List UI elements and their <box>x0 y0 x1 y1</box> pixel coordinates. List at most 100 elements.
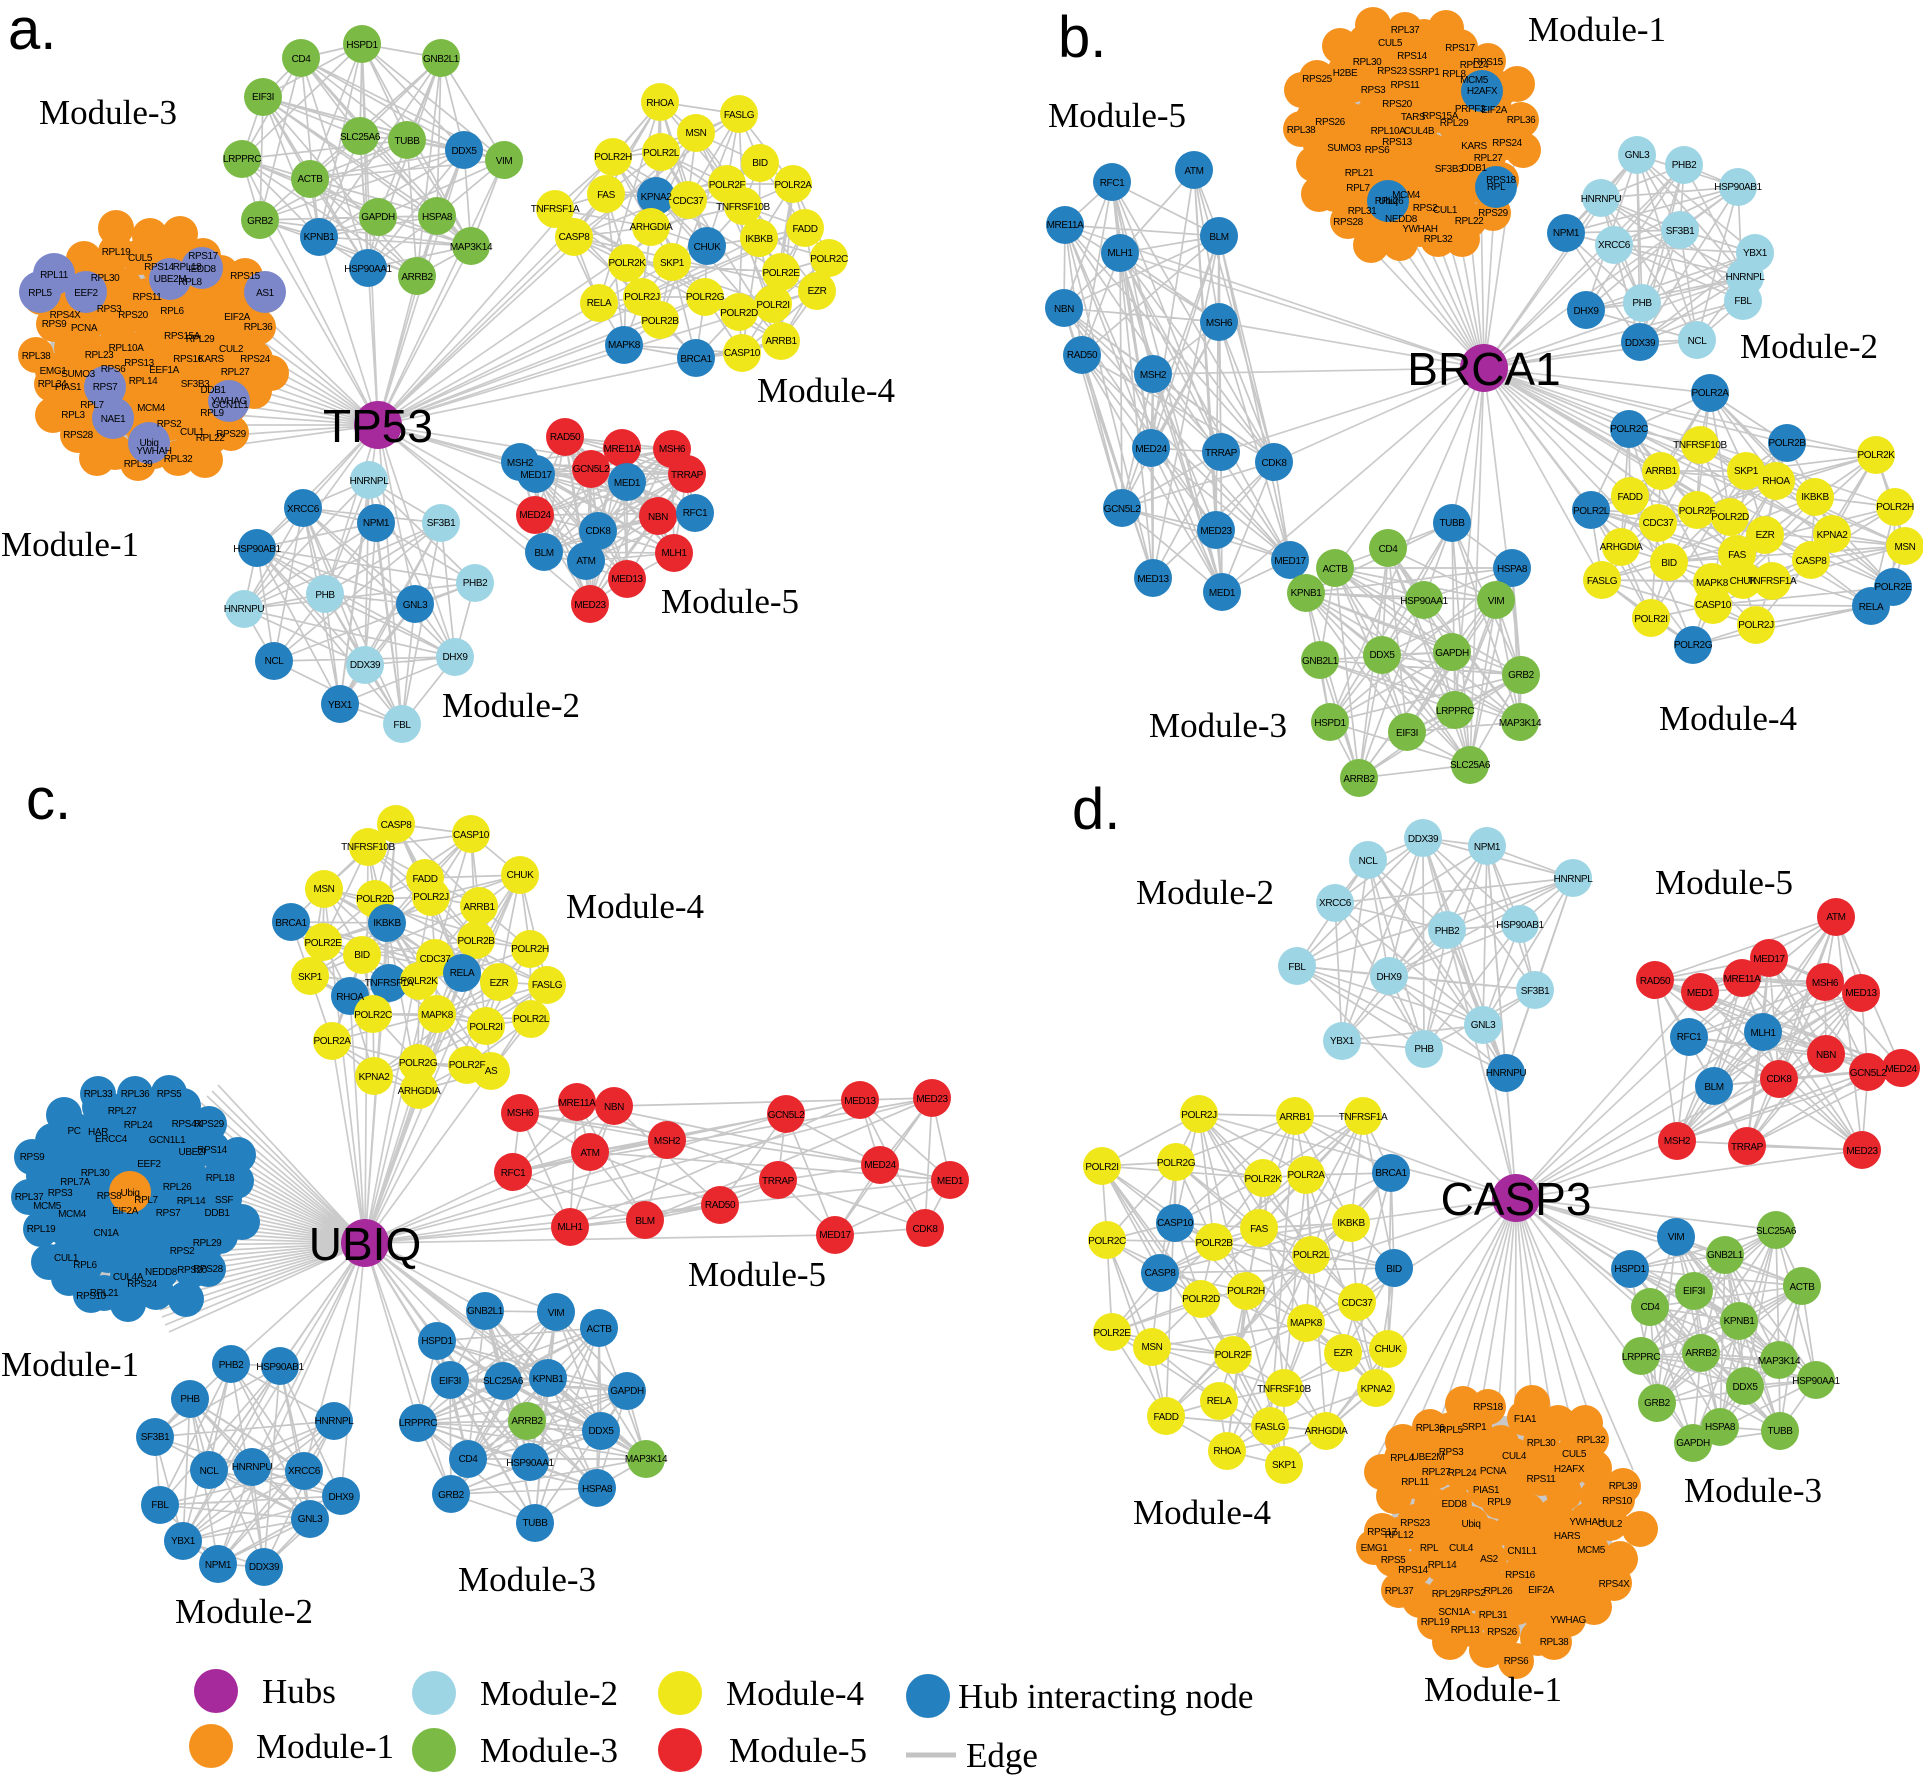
svg-text:TNFRSF1A: TNFRSF1A <box>1748 576 1797 587</box>
svg-text:RPL14: RPL14 <box>129 376 158 387</box>
svg-text:CUL2: CUL2 <box>1598 1519 1623 1530</box>
svg-text:ARRB1: ARRB1 <box>765 336 797 347</box>
svg-text:SF3B3: SF3B3 <box>181 379 210 390</box>
svg-text:RPL32: RPL32 <box>1577 1435 1606 1446</box>
svg-text:Module-5: Module-5 <box>729 1731 867 1770</box>
svg-text:XRCC6: XRCC6 <box>288 1466 321 1477</box>
svg-text:CDC37: CDC37 <box>673 196 705 207</box>
svg-text:RPS14: RPS14 <box>1397 51 1428 62</box>
svg-text:MLH1: MLH1 <box>1107 248 1133 259</box>
svg-text:MED17: MED17 <box>1274 556 1306 567</box>
svg-text:TNFRSF1A: TNFRSF1A <box>531 204 580 215</box>
svg-text:POLR2H: POLR2H <box>511 944 549 955</box>
svg-text:MED13: MED13 <box>1137 574 1169 585</box>
svg-text:RPS9: RPS9 <box>20 1152 45 1163</box>
svg-text:RPL3: RPL3 <box>61 410 85 421</box>
svg-text:HSP90AB1: HSP90AB1 <box>256 1362 304 1373</box>
svg-text:Module-5: Module-5 <box>661 582 799 621</box>
svg-text:RPL38: RPL38 <box>22 351 51 362</box>
svg-text:RHOA: RHOA <box>336 992 364 1003</box>
svg-text:GCN1L1: GCN1L1 <box>149 1135 186 1146</box>
svg-text:VIM: VIM <box>496 156 513 167</box>
svg-text:FADD: FADD <box>1153 1412 1178 1423</box>
svg-text:RPS24: RPS24 <box>240 354 271 365</box>
svg-text:MSH2: MSH2 <box>654 1136 681 1147</box>
svg-text:ARHGDIA: ARHGDIA <box>398 1086 441 1097</box>
svg-text:MLH1: MLH1 <box>1750 1028 1776 1039</box>
svg-text:POLR2E: POLR2E <box>1874 582 1912 593</box>
svg-text:RPS16: RPS16 <box>173 354 204 365</box>
svg-text:MRE11A: MRE11A <box>1047 220 1085 231</box>
svg-text:MSH6: MSH6 <box>659 444 686 455</box>
svg-text:RPS4X: RPS4X <box>1599 1579 1631 1590</box>
svg-text:NAE1: NAE1 <box>101 414 126 425</box>
svg-text:FBL: FBL <box>1734 296 1752 307</box>
svg-text:POLR2B: POLR2B <box>1195 1238 1233 1249</box>
svg-text:RPS7: RPS7 <box>93 382 118 393</box>
svg-text:POLR2G: POLR2G <box>1157 1158 1196 1169</box>
svg-text:POLR2F: POLR2F <box>1679 506 1716 517</box>
svg-text:Edge: Edge <box>966 1736 1038 1775</box>
svg-text:GAPDH: GAPDH <box>361 212 395 223</box>
svg-text:TUBB: TUBB <box>522 1518 548 1529</box>
svg-text:RPS20: RPS20 <box>1382 99 1413 110</box>
svg-text:FADD: FADD <box>792 224 817 235</box>
svg-text:RPL22: RPL22 <box>1455 216 1484 227</box>
svg-text:RPL8: RPL8 <box>1442 69 1466 80</box>
svg-text:RHOA: RHOA <box>1213 1446 1241 1457</box>
svg-text:RPL: RPL <box>1487 182 1506 193</box>
svg-text:RPS8: RPS8 <box>97 1191 122 1202</box>
svg-text:RPL7: RPL7 <box>134 1195 158 1206</box>
svg-text:GNL3: GNL3 <box>403 600 428 611</box>
svg-text:Module-1: Module-1 <box>256 1727 394 1766</box>
svg-text:CUL1: CUL1 <box>1433 205 1458 216</box>
svg-text:EIF3I: EIF3I <box>439 1376 461 1387</box>
svg-text:RFC1: RFC1 <box>683 508 708 519</box>
svg-text:EZR: EZR <box>808 286 827 297</box>
svg-text:RPL26: RPL26 <box>1375 196 1404 207</box>
svg-text:RPS11: RPS11 <box>1391 80 1421 91</box>
svg-text:CD4: CD4 <box>1379 544 1399 555</box>
svg-text:RPL4: RPL4 <box>1390 1453 1414 1464</box>
svg-text:RPL37: RPL37 <box>1385 1586 1414 1597</box>
svg-text:DDB1: DDB1 <box>200 385 226 396</box>
svg-text:RPL30: RPL30 <box>91 273 120 284</box>
svg-text:RPL7: RPL7 <box>80 400 104 411</box>
svg-text:TRRAP: TRRAP <box>1205 448 1238 459</box>
svg-text:RPL27: RPL27 <box>1422 1467 1451 1478</box>
svg-text:DHX9: DHX9 <box>1376 972 1402 983</box>
svg-text:MAPK8: MAPK8 <box>1290 1318 1323 1329</box>
svg-text:RPL30: RPL30 <box>81 1168 110 1179</box>
svg-text:RPS2: RPS2 <box>157 419 182 430</box>
svg-text:RPL19: RPL19 <box>102 247 131 258</box>
svg-text:RPL27: RPL27 <box>1474 153 1503 164</box>
svg-text:NPM1: NPM1 <box>363 518 390 529</box>
svg-text:NCL: NCL <box>1359 856 1379 867</box>
svg-text:BID: BID <box>752 158 768 169</box>
svg-text:Hub interacting node: Hub interacting node <box>958 1677 1253 1716</box>
svg-text:ARRB2: ARRB2 <box>1343 774 1375 785</box>
svg-text:ACTB: ACTB <box>1789 1282 1815 1293</box>
svg-text:PRPF3: PRPF3 <box>1455 104 1486 115</box>
svg-text:RPS6: RPS6 <box>101 364 126 375</box>
svg-text:RPS15A: RPS15A <box>164 331 201 342</box>
svg-text:RPS4X: RPS4X <box>50 310 82 321</box>
svg-text:CDK8: CDK8 <box>1261 458 1287 469</box>
svg-text:RPL19: RPL19 <box>1421 1617 1450 1628</box>
svg-text:RPL18: RPL18 <box>173 262 202 273</box>
svg-text:Module-4: Module-4 <box>1659 699 1797 738</box>
svg-text:RFC1: RFC1 <box>501 1168 526 1179</box>
svg-text:MCM5: MCM5 <box>33 1201 62 1212</box>
svg-text:RPS2: RPS2 <box>1413 203 1438 214</box>
svg-text:MAP3K14: MAP3K14 <box>1758 1356 1801 1367</box>
svg-text:POLR2L: POLR2L <box>513 1014 550 1025</box>
svg-text:CDK8: CDK8 <box>912 1224 938 1235</box>
svg-text:BRCA1: BRCA1 <box>1375 1168 1407 1179</box>
svg-text:RPS3: RPS3 <box>1439 1447 1464 1458</box>
svg-text:TUBB: TUBB <box>394 136 420 147</box>
svg-text:HSPD1: HSPD1 <box>1614 1264 1646 1275</box>
svg-text:CASP10: CASP10 <box>453 830 490 841</box>
svg-text:BLM: BLM <box>534 548 553 559</box>
svg-text:ARHGDIA: ARHGDIA <box>1305 1426 1348 1437</box>
svg-text:EZR: EZR <box>1756 530 1775 541</box>
